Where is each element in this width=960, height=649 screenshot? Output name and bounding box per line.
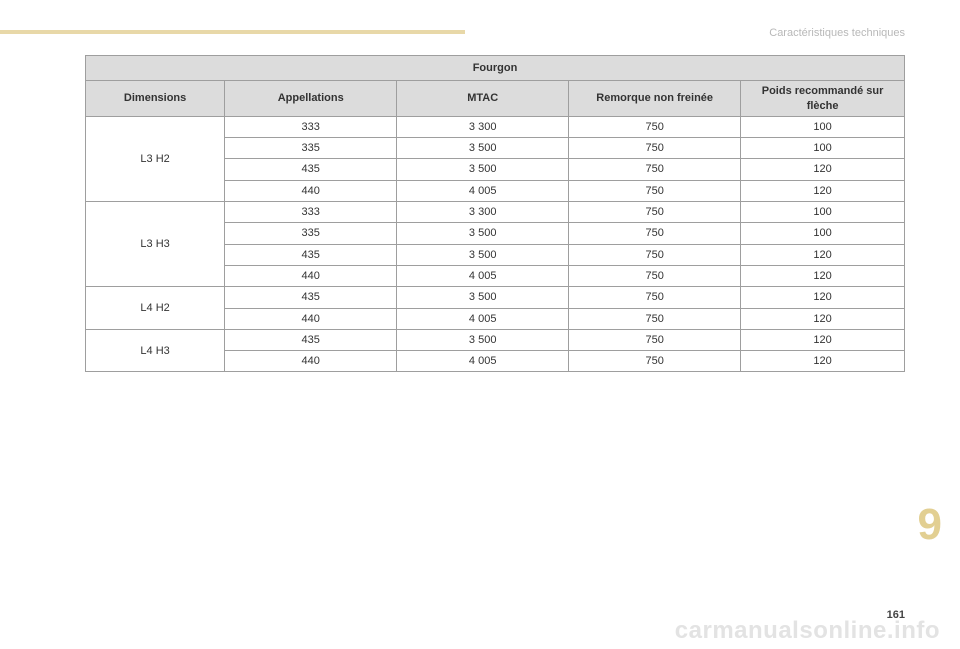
cell-rem: 750: [569, 138, 741, 159]
cell-poids: 120: [741, 265, 905, 286]
watermark: carmanualsonline.info: [675, 617, 940, 645]
cell-dimension: L3 H2: [86, 116, 225, 201]
cell-poids: 120: [741, 308, 905, 329]
cell-mtac: 3 500: [397, 244, 569, 265]
cell-app: 333: [225, 202, 397, 223]
cell-rem: 750: [569, 180, 741, 201]
spec-table: Fourgon Dimensions Appellations MTAC Rem…: [85, 55, 905, 372]
cell-mtac: 4 005: [397, 180, 569, 201]
cell-mtac: 3 500: [397, 138, 569, 159]
col-header-poids: Poids recommandé sur flèche: [741, 81, 905, 117]
cell-app: 435: [225, 329, 397, 350]
cell-mtac: 3 500: [397, 287, 569, 308]
cell-rem: 750: [569, 223, 741, 244]
spec-table-container: Fourgon Dimensions Appellations MTAC Rem…: [85, 55, 905, 372]
cell-mtac: 3 500: [397, 329, 569, 350]
cell-poids: 100: [741, 223, 905, 244]
col-header-remorque: Remorque non freinée: [569, 81, 741, 117]
table-row: L3 H33333 300750100: [86, 202, 905, 223]
cell-poids: 120: [741, 159, 905, 180]
cell-rem: 750: [569, 287, 741, 308]
cell-mtac: 3 500: [397, 223, 569, 244]
table-row: L4 H24353 500750120: [86, 287, 905, 308]
cell-rem: 750: [569, 351, 741, 372]
cell-app: 440: [225, 265, 397, 286]
cell-app: 440: [225, 180, 397, 201]
cell-poids: 100: [741, 202, 905, 223]
cell-app: 335: [225, 223, 397, 244]
col-header-dimensions: Dimensions: [86, 81, 225, 117]
cell-poids: 120: [741, 244, 905, 265]
cell-app: 435: [225, 159, 397, 180]
cell-poids: 120: [741, 287, 905, 308]
cell-rem: 750: [569, 329, 741, 350]
col-header-appellations: Appellations: [225, 81, 397, 117]
cell-poids: 120: [741, 329, 905, 350]
cell-dimension: L4 H3: [86, 329, 225, 372]
cell-app: 435: [225, 287, 397, 308]
table-body: L3 H23333 3007501003353 5007501004353 50…: [86, 116, 905, 372]
cell-rem: 750: [569, 265, 741, 286]
cell-rem: 750: [569, 202, 741, 223]
cell-rem: 750: [569, 308, 741, 329]
cell-app: 335: [225, 138, 397, 159]
cell-poids: 100: [741, 138, 905, 159]
accent-bar: [0, 30, 465, 34]
cell-mtac: 3 300: [397, 202, 569, 223]
cell-app: 440: [225, 351, 397, 372]
cell-dimension: L4 H2: [86, 287, 225, 330]
table-row: L3 H23333 300750100: [86, 116, 905, 137]
col-header-mtac: MTAC: [397, 81, 569, 117]
cell-app: 435: [225, 244, 397, 265]
cell-app: 440: [225, 308, 397, 329]
cell-mtac: 3 300: [397, 116, 569, 137]
section-number: 9: [918, 500, 942, 550]
cell-mtac: 4 005: [397, 351, 569, 372]
cell-mtac: 4 005: [397, 265, 569, 286]
cell-poids: 120: [741, 180, 905, 201]
cell-rem: 750: [569, 244, 741, 265]
cell-app: 333: [225, 116, 397, 137]
table-row: L4 H34353 500750120: [86, 329, 905, 350]
cell-rem: 750: [569, 116, 741, 137]
cell-rem: 750: [569, 159, 741, 180]
cell-mtac: 3 500: [397, 159, 569, 180]
cell-poids: 120: [741, 351, 905, 372]
table-title: Fourgon: [86, 56, 905, 81]
cell-mtac: 4 005: [397, 308, 569, 329]
breadcrumb: Caractéristiques techniques: [769, 27, 905, 39]
cell-poids: 100: [741, 116, 905, 137]
cell-dimension: L3 H3: [86, 202, 225, 287]
